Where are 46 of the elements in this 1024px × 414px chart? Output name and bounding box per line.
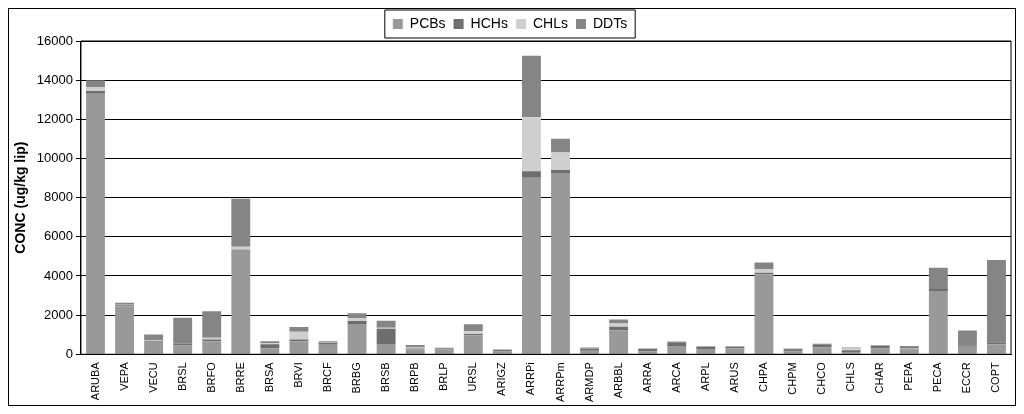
x-tick-label: ARIGZ	[495, 362, 508, 396]
x-tick-label: CHPM	[786, 362, 799, 395]
x-tick-label: ARPL	[698, 362, 711, 392]
x-tick-label: ECCR	[960, 362, 973, 394]
x-tick-label: BRSL	[175, 362, 188, 392]
x-tick-label: BRBG	[350, 362, 363, 394]
x-tick-label: CHAR	[873, 362, 886, 394]
x-tick-label: ARBBL	[611, 362, 624, 399]
x-tick-label: BRLP	[437, 362, 450, 392]
legend-label: DDTs	[592, 14, 628, 31]
x-tick-label: VECU	[146, 362, 159, 393]
x-tick-label: BRSA	[262, 361, 275, 393]
y-tick-label: 0	[65, 345, 73, 361]
x-tick-label: BRPB	[408, 362, 421, 393]
x-tick-label: ARUS	[727, 362, 740, 393]
x-tick-label: BRRE	[233, 362, 246, 393]
x-tick-label: ARCA	[669, 361, 682, 393]
y-tick-label: 12000	[36, 110, 73, 126]
y-tick-label: 6000	[44, 228, 73, 244]
x-tick-label: URSL	[466, 362, 479, 392]
x-tick-label: CHLS	[844, 362, 857, 392]
x-tick-label: BRSB	[379, 362, 392, 393]
x-tick-label: PECA	[931, 361, 944, 393]
x-tick-label: ARRPm	[553, 362, 566, 403]
y-tick-label: 4000	[44, 267, 73, 283]
y-tick-label: 14000	[36, 71, 73, 87]
x-tick-label: ARMDP	[582, 362, 595, 403]
x-tick-label: COPT	[989, 362, 1002, 393]
y-tick-label: 10000	[36, 150, 73, 166]
y-tick-label: 8000	[44, 189, 73, 205]
x-tick-label: VEPA	[117, 361, 130, 391]
x-tick-label: ARRPi	[524, 362, 537, 396]
y-tick-label: 2000	[44, 306, 73, 322]
x-tick-label: BRVI	[291, 362, 304, 388]
x-tick-label: BRCF	[321, 362, 334, 393]
x-tick-label: BRFO	[204, 361, 217, 393]
x-tick-label: ARUBA	[88, 361, 101, 401]
y-tick-label: 16000	[36, 32, 73, 48]
x-tick-label: PEPA	[902, 361, 915, 391]
x-tick-label: CHCO	[815, 361, 828, 395]
legend-label: PCBs	[409, 14, 446, 31]
y-axis-title: CONC (ug/kg lip)	[12, 141, 29, 254]
x-tick-label: CHPA	[756, 361, 769, 393]
legend-label: HCHs	[470, 14, 508, 31]
x-tick-label: ARRA	[640, 361, 653, 393]
legend-label: CHLs	[532, 14, 568, 31]
